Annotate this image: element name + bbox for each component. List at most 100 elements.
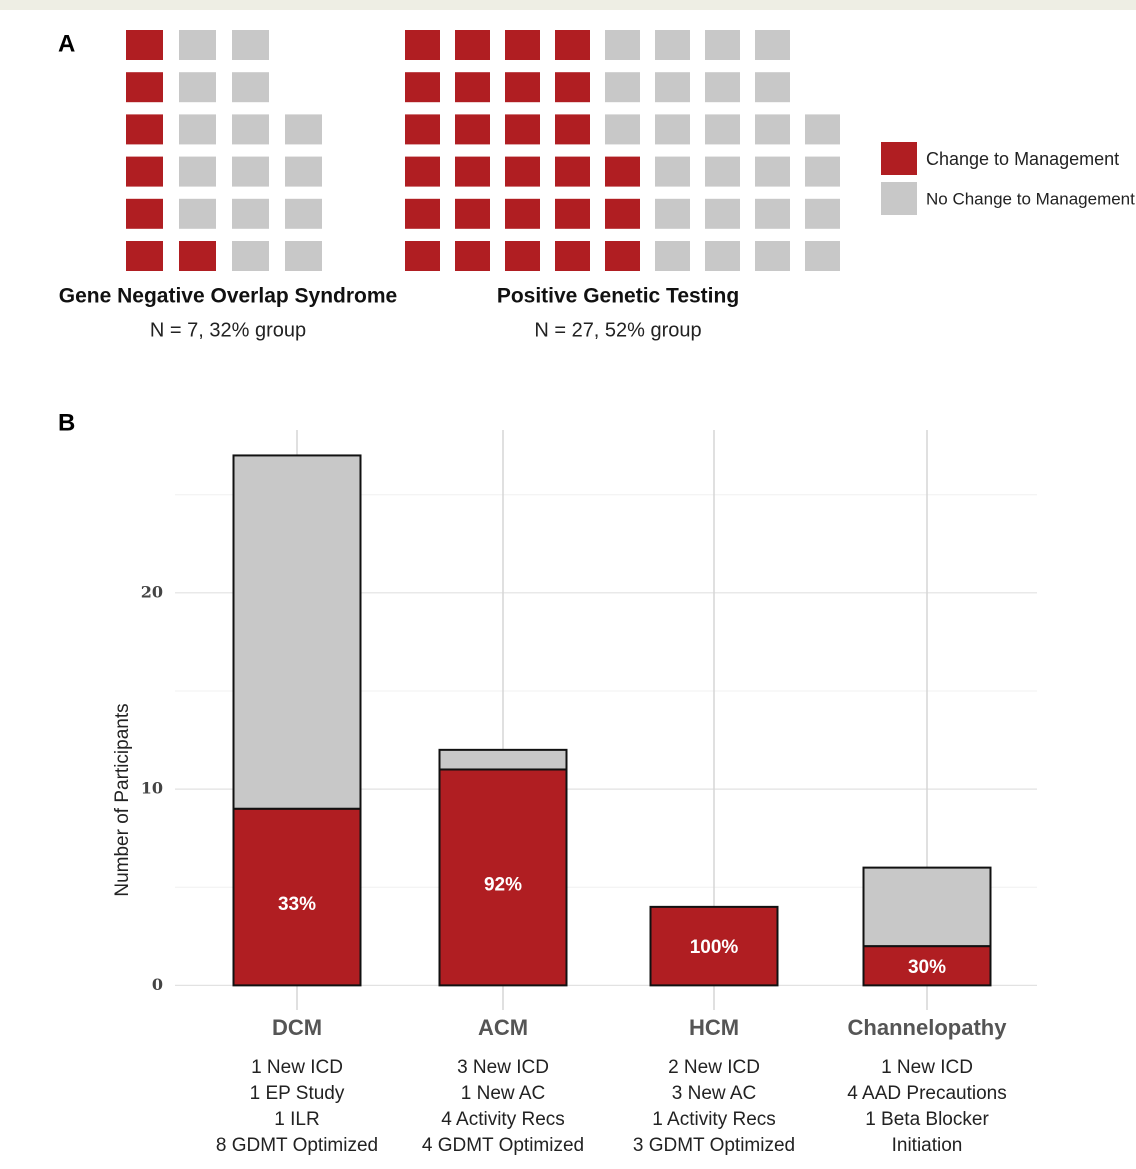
- top-strip: [0, 0, 1136, 10]
- waffle-cell: [505, 30, 540, 60]
- x-tick-label: DCM: [272, 1015, 322, 1040]
- waffle-cell: [755, 241, 790, 271]
- waffle-cell: [805, 241, 840, 271]
- waffle-cell: [285, 241, 322, 271]
- waffle-cell: [126, 114, 163, 145]
- waffle-cell: [405, 156, 440, 187]
- waffle-cell: [455, 30, 490, 60]
- group-subtitle: N = 27, 52% group: [534, 319, 701, 341]
- category-note: 3 GDMT Optimized: [633, 1135, 795, 1156]
- group-title: Positive Genetic Testing: [497, 285, 739, 308]
- waffle-cell: [505, 198, 540, 229]
- waffle-cell: [179, 114, 216, 145]
- waffle-cell: [232, 198, 269, 229]
- waffle-cell: [605, 30, 640, 60]
- waffle-cell: [285, 156, 322, 187]
- bar-segment: [649, 905, 779, 987]
- category-note: Initiation: [892, 1135, 963, 1156]
- waffle-cell: [555, 30, 590, 60]
- bar-label: 30%: [908, 957, 946, 978]
- category-note: 3 New ICD: [457, 1057, 549, 1078]
- waffle-cell: [179, 72, 216, 103]
- waffle-cell: [655, 156, 690, 187]
- waffle-cell: [605, 72, 640, 103]
- legend-swatch: [881, 182, 917, 215]
- waffle-cell: [232, 30, 269, 60]
- waffle-cell: [505, 156, 540, 187]
- waffle-cell: [405, 198, 440, 229]
- y-tick-label: 10: [141, 779, 163, 798]
- waffle-cell: [805, 198, 840, 229]
- waffle-cell: [705, 72, 740, 103]
- waffle-cell: [705, 30, 740, 60]
- x-tick-label: HCM: [689, 1015, 739, 1040]
- waffle-cell: [605, 198, 640, 229]
- waffle-cell: [505, 114, 540, 145]
- waffle-cell: [705, 114, 740, 145]
- category-note: 4 GDMT Optimized: [422, 1135, 584, 1156]
- waffle-cell: [755, 114, 790, 145]
- category-note: 1 Beta Blocker: [865, 1109, 989, 1130]
- category-note: 1 EP Study: [250, 1083, 345, 1104]
- bar-segment: [232, 454, 362, 810]
- category-note: 2 New ICD: [668, 1057, 760, 1078]
- waffle-cell: [179, 241, 216, 271]
- bar-label: 100%: [690, 937, 739, 958]
- waffle-cell: [755, 156, 790, 187]
- bar-segment: [438, 768, 568, 987]
- waffle-cell: [285, 198, 322, 229]
- waffle-cell: [555, 156, 590, 187]
- x-tick-label: ACM: [478, 1015, 528, 1040]
- waffle-cell: [655, 72, 690, 103]
- group-title: Gene Negative Overlap Syndrome: [59, 285, 397, 308]
- category-note: 1 Activity Recs: [652, 1109, 776, 1130]
- waffle-cell: [605, 114, 640, 145]
- legend-label: Change to Management: [926, 149, 1119, 169]
- waffle-cell: [655, 198, 690, 229]
- waffle-cell: [179, 156, 216, 187]
- waffle-cell: [505, 241, 540, 271]
- category-note: 4 AAD Precautions: [847, 1083, 1006, 1104]
- bar-segment: [862, 866, 992, 948]
- group-subtitle: N = 7, 32% group: [150, 319, 306, 341]
- waffle-cell: [405, 72, 440, 103]
- waffle-cell: [605, 156, 640, 187]
- waffle-cell: [232, 72, 269, 103]
- panel-label: B: [58, 409, 75, 436]
- waffle-cell: [405, 30, 440, 60]
- waffle-cell: [126, 72, 163, 103]
- y-tick-label: 20: [141, 582, 163, 601]
- category-note: 8 GDMT Optimized: [216, 1135, 378, 1156]
- waffle-cell: [179, 198, 216, 229]
- panel-label: A: [58, 30, 75, 57]
- waffle-cell: [455, 72, 490, 103]
- waffle-cell: [455, 114, 490, 145]
- waffle-cell: [232, 241, 269, 271]
- waffle-cell: [705, 198, 740, 229]
- waffle-cell: [126, 156, 163, 187]
- waffle-cell: [455, 241, 490, 271]
- waffle-cell: [555, 198, 590, 229]
- waffle-cell: [555, 72, 590, 103]
- waffle-cell: [655, 241, 690, 271]
- waffle-cell: [232, 114, 269, 145]
- bar-label: 33%: [278, 894, 316, 915]
- waffle-cell: [805, 156, 840, 187]
- waffle-cell: [126, 241, 163, 271]
- category-note: 4 Activity Recs: [441, 1109, 565, 1130]
- waffle-cell: [655, 30, 690, 60]
- category-note: 1 ILR: [274, 1109, 319, 1130]
- waffle-cell: [285, 114, 322, 145]
- waffle-cell: [755, 30, 790, 60]
- waffle-cell: [705, 156, 740, 187]
- y-tick-label: 0: [152, 975, 163, 994]
- waffle-cell: [455, 156, 490, 187]
- waffle-cell: [405, 114, 440, 145]
- waffle-cell: [705, 241, 740, 271]
- bar-label: 92%: [484, 874, 522, 895]
- waffle-cell: [126, 30, 163, 60]
- waffle-cell: [555, 114, 590, 145]
- category-note: 1 New AC: [461, 1083, 545, 1104]
- waffle-cell: [179, 30, 216, 60]
